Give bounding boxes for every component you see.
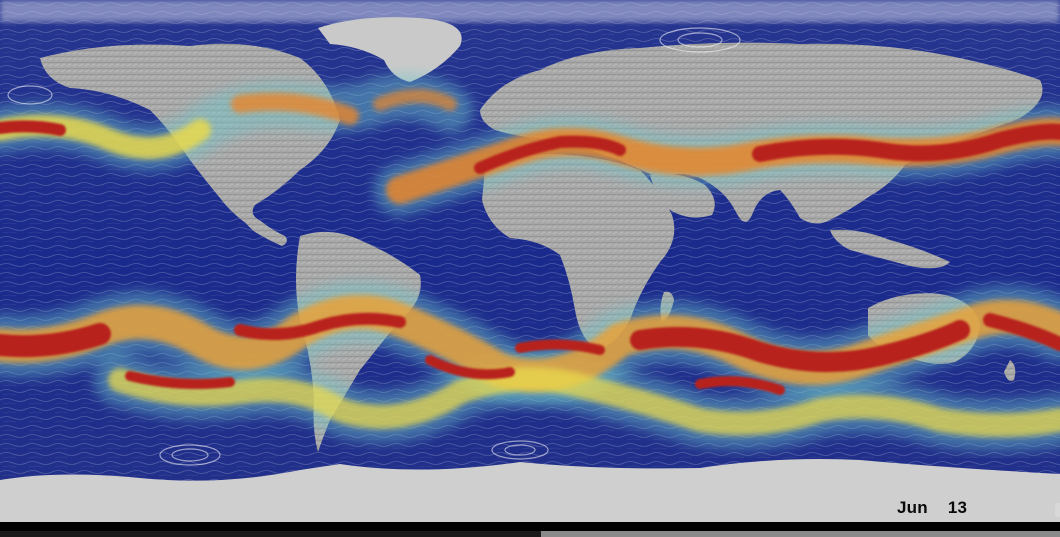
date-overlay: Jun 13 — [897, 498, 967, 518]
date-day: 13 — [947, 498, 968, 517]
antarctica — [0, 459, 1060, 522]
africa — [482, 154, 675, 350]
storm-swirls — [7, 27, 741, 466]
greenland — [318, 17, 462, 82]
southeast-asia-islands — [830, 229, 950, 269]
progress-played — [0, 531, 541, 537]
jet-stream-core — [0, 120, 1060, 395]
world-wind-map — [0, 0, 1060, 522]
central-america — [236, 206, 287, 246]
progress-remaining — [541, 531, 1060, 537]
side-handle[interactable] — [1055, 503, 1060, 517]
playback-progress-bar[interactable] — [0, 531, 1060, 537]
arctic-haze — [0, 0, 1060, 22]
new-zealand — [1004, 360, 1016, 381]
date-month: Jun — [897, 498, 928, 517]
